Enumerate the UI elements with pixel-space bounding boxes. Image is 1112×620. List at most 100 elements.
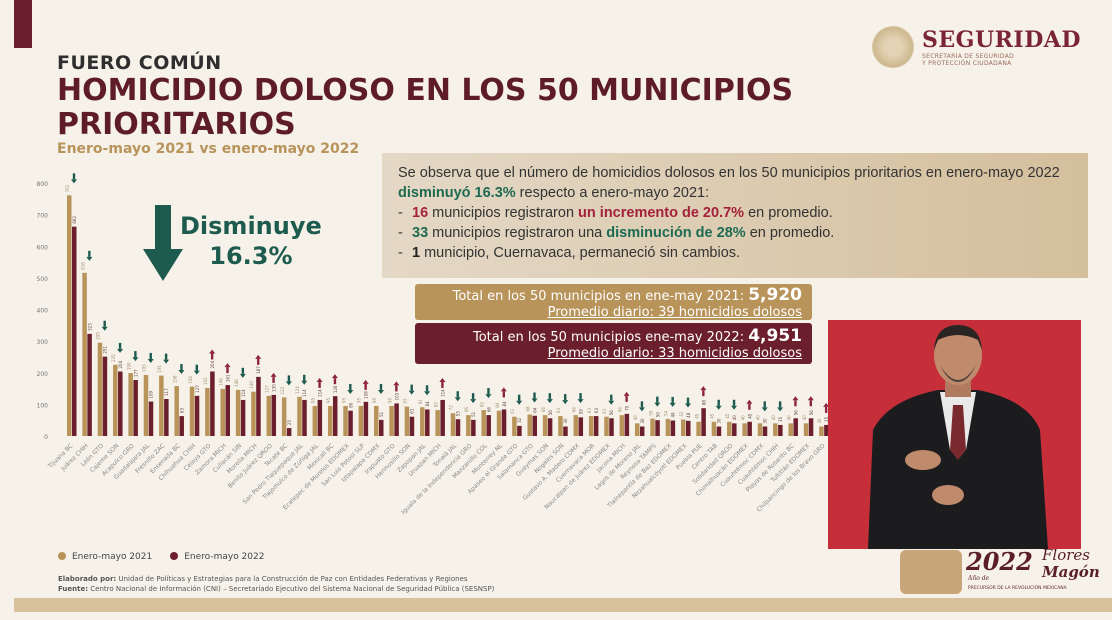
bar-2022 [778,424,783,436]
y-tick-label: 800 [37,181,49,188]
value-label-2022: 66 [486,407,491,413]
bar-2021 [496,410,502,436]
arrow-down-icon [149,352,152,359]
arrow-down-head [638,407,645,412]
value-label-2021: 52 [679,411,684,417]
arrow-up-icon [702,390,705,397]
bar-2021 [420,407,425,436]
value-label-2021: 72 [449,405,454,411]
flores-magon-2022-logo: 2022 Año de Flores Magón PRECURSOR DE LA… [900,548,1100,598]
arrow-down-head [485,394,492,399]
bar-2021 [435,410,440,436]
bar-2021 [374,405,379,436]
highlight: un incremento de 20.7% [578,205,745,221]
bar-2021 [67,195,72,436]
arrow-down-head [654,402,661,407]
bar-2021 [97,342,103,436]
value-label-2021: 122 [280,386,285,394]
value-label-2021: 140 [249,381,254,389]
arrow-down-icon [456,391,459,398]
arrow-up-head [823,402,830,407]
bar-2021 [711,421,717,436]
bar-2022 [609,418,614,436]
value-label-2022: 56 [609,410,614,416]
intro-highlight: disminuyó 16.3% [398,185,516,201]
bar-2021 [297,396,302,436]
bar-2022 [670,420,676,436]
bar-2022 [686,420,691,436]
bar-2022 [639,426,645,436]
y-tick-label: 400 [37,308,49,315]
bar-2021 [527,414,532,436]
arrow-down-head [715,405,722,410]
bar-2021 [542,415,548,436]
arrow-up-head [362,379,369,384]
value-label-2021: 95 [357,397,362,403]
arrow-down-head [71,179,77,184]
total-label: Total en los 50 municipios en ene-may 20… [452,289,749,304]
arrow-up-icon [257,358,260,365]
arrow-down-icon [241,367,245,374]
value-label-2021: 95 [341,397,346,403]
bar-2021 [573,415,579,436]
value-label-2022: 35 [824,416,829,422]
arrow-up-icon [625,395,628,402]
arrow-up-head [255,354,262,359]
arrow-down-icon [778,401,782,408]
value-label-2022: 109 [149,390,154,398]
logo-sub2: Y PROTECCIÓN CIUDADANA [922,60,1012,67]
bar-2022 [302,399,307,436]
bar-2021 [327,405,333,436]
value-label-2021: 40 [786,415,791,421]
value-label-2022: 32 [517,417,522,423]
bar-2021 [558,416,563,436]
brand-tagline: PRECURSOR DE LA REVOLUCIÓN MEXICANA [968,586,1067,591]
value-label-2022: 114 [318,389,323,397]
arrow-up-head [224,363,231,368]
subtitle: Enero-mayo 2021 vs enero-mayo 2022 [57,141,360,157]
value-label-2022: 114 [440,389,445,397]
brand-year: 2022 [966,547,1033,576]
arrow-down-icon [287,375,291,382]
value-label-2022: 251 [103,346,108,354]
summary-intro: Se observa que el número de homicidios d… [398,163,1078,203]
bar-2022 [271,394,277,436]
arrow-down-icon [410,384,413,391]
bar-2021 [235,389,241,436]
callout-line1: Disminuye [180,212,322,240]
value-label-2021: 82 [479,402,484,408]
bar-2021 [343,405,348,436]
arrow-down-head [378,389,384,394]
arrow-down-head [147,358,154,363]
bar-2021 [143,374,149,436]
bar-2022 [256,376,261,436]
arrow-up-icon [226,367,229,374]
arrow-down-icon [640,401,644,408]
bullet-decrease: 33 municipios registraron una disminució… [398,223,1078,243]
value-label-2022: 84 [502,401,507,407]
bar-2022 [379,419,384,436]
arrow-up-head [270,372,277,377]
arrow-down-icon [610,394,613,401]
arrow-down-icon [88,250,91,257]
legend-label: Enero-mayo 2022 [184,552,265,562]
bar-2022 [210,371,215,436]
footer-text: Centro Nacional de Información (CNI) – S… [88,585,495,593]
bar-2022 [440,399,445,436]
value-label-2022: 204 [210,360,215,368]
arrow-down-icon [134,351,137,358]
arrow-up-icon [824,406,828,413]
value-label-2022: 49 [671,412,676,418]
value-label-2021: 66 [541,407,546,413]
bar-2022 [517,425,522,436]
value-label-2021: 63 [587,408,592,414]
bar-2021 [174,386,179,436]
arrow-down-head [163,359,170,364]
arrow-down-head [101,326,108,331]
bar-2022 [593,416,599,436]
bar-2022 [486,415,491,436]
summary-box: Se observa que el número de homicidios d… [382,153,1088,278]
value-label-2022: 161 [226,374,231,382]
arrow-up-icon [794,400,797,407]
decrease-callout: Disminuye 16.3% [180,211,322,271]
